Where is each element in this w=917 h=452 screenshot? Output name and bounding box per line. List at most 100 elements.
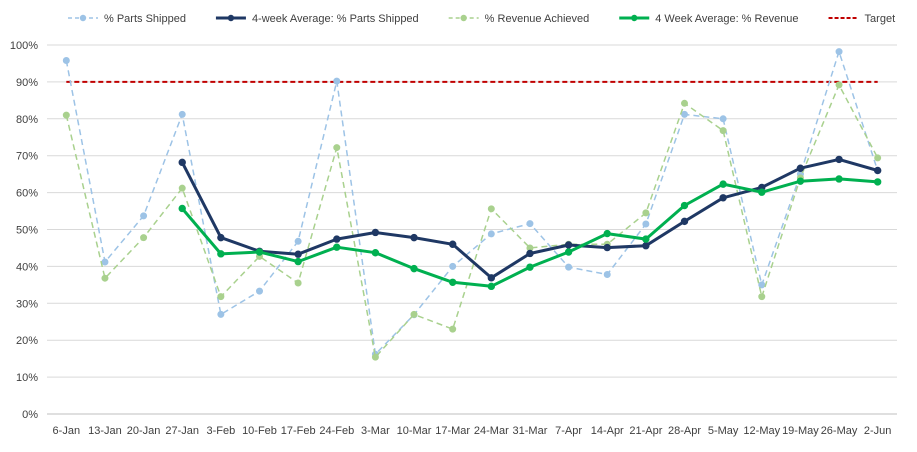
- data-point: [140, 234, 148, 242]
- legend-label: 4 Week Average: % Revenue: [655, 13, 798, 25]
- y-tick-label: 70%: [16, 151, 38, 163]
- data-point: [371, 353, 379, 361]
- series-3-group: [178, 175, 882, 291]
- data-point: [681, 99, 688, 107]
- data-point: [62, 56, 70, 64]
- y-tick-label: 50%: [16, 225, 38, 237]
- data-point: [680, 201, 689, 210]
- x-tick-label: 17-Mar: [435, 425, 470, 437]
- legend-swatch-marker: [631, 14, 638, 22]
- series-line: [65, 84, 879, 358]
- data-point: [487, 282, 496, 291]
- data-point: [874, 154, 882, 162]
- data-point: [101, 258, 109, 266]
- data-point: [178, 158, 186, 167]
- x-tick-label: 27-Jan: [165, 425, 199, 437]
- x-tick-label: 28-Apr: [668, 425, 701, 437]
- data-point: [564, 241, 573, 249]
- data-point: [256, 287, 263, 295]
- x-tick-label: 12-May: [743, 425, 780, 437]
- x-tick-label: 5-May: [708, 425, 739, 437]
- data-point: [526, 249, 534, 258]
- data-point: [719, 194, 727, 202]
- y-tick-label: 40%: [16, 261, 38, 273]
- data-point: [796, 164, 805, 172]
- data-point: [603, 271, 611, 279]
- x-tick-label: 24-Feb: [319, 425, 354, 437]
- data-point: [642, 235, 650, 243]
- data-point: [294, 257, 302, 266]
- legend-swatch-marker: [227, 14, 235, 22]
- x-tick-label: 19-May: [782, 425, 819, 437]
- data-point: [333, 235, 341, 243]
- data-point: [410, 233, 418, 242]
- legend-label: % Parts Shipped: [104, 13, 186, 25]
- legend-label: Target: [865, 13, 896, 25]
- legend-item-2: % Revenue Achieved: [448, 13, 590, 25]
- x-tick-label: 3-Feb: [206, 425, 235, 437]
- series-line: [65, 50, 879, 355]
- series-1-group: [178, 155, 882, 282]
- x-tick-label: 2-Jun: [864, 425, 892, 437]
- data-point: [835, 48, 843, 56]
- data-point: [719, 115, 727, 123]
- data-point: [294, 279, 302, 287]
- data-point: [526, 220, 534, 228]
- y-tick-label: 10%: [16, 372, 38, 384]
- data-point: [642, 220, 650, 228]
- x-tick-label: 10-Feb: [242, 425, 277, 437]
- data-point: [449, 325, 457, 333]
- x-tick-label: 21-Apr: [629, 425, 662, 437]
- legend-swatch-marker: [79, 14, 87, 22]
- x-tick-label: 14-Apr: [591, 425, 624, 437]
- x-tick-label: 3-Mar: [361, 425, 390, 437]
- data-point: [101, 274, 109, 282]
- data-point: [217, 250, 225, 258]
- data-point: [217, 233, 225, 242]
- data-point: [62, 111, 70, 119]
- data-point: [796, 177, 805, 185]
- x-tick-label: 20-Jan: [127, 425, 161, 437]
- data-point: [333, 77, 341, 85]
- y-tick-label: 30%: [16, 298, 38, 310]
- legend-item-0: % Parts Shipped: [68, 13, 186, 25]
- series-0-group: [62, 48, 882, 358]
- data-point: [448, 240, 457, 248]
- data-point: [565, 263, 573, 271]
- data-point: [873, 178, 882, 186]
- data-point: [140, 212, 148, 220]
- data-point: [217, 293, 225, 301]
- x-tick-label: 26-May: [821, 425, 858, 437]
- axes: 0% 10% 20% 30% 40% 50% 60% 70% 80% 90% 100% 6-Jan 13…: [10, 40, 892, 437]
- x-tick-label: 24-Mar: [474, 425, 509, 437]
- data-point: [371, 228, 380, 237]
- x-tick-label: 6-Jan: [53, 425, 81, 437]
- legend-swatch-marker: [460, 14, 467, 22]
- data-point: [178, 204, 186, 213]
- legend-label: % Revenue Achieved: [485, 13, 590, 25]
- data-point: [835, 175, 843, 183]
- x-tick-label: 7-Apr: [555, 425, 582, 437]
- y-tick-label: 0%: [22, 409, 38, 421]
- data-point: [603, 229, 611, 238]
- data-point: [681, 110, 688, 118]
- data-point: [371, 249, 380, 257]
- data-point: [449, 262, 457, 270]
- y-tick-label: 60%: [16, 188, 38, 200]
- y-tick-label: 20%: [16, 335, 38, 347]
- data-point: [642, 242, 650, 250]
- gridlines: [47, 44, 897, 415]
- data-point: [758, 293, 766, 301]
- data-point: [410, 264, 418, 273]
- data-point: [564, 248, 573, 256]
- x-tick-label: 13-Jan: [88, 425, 122, 437]
- data-point: [333, 243, 341, 251]
- data-point: [294, 237, 302, 245]
- data-point: [719, 180, 727, 188]
- data-point: [603, 243, 611, 252]
- series-2-group: [62, 81, 882, 361]
- data-point: [487, 205, 495, 213]
- data-point: [255, 248, 264, 256]
